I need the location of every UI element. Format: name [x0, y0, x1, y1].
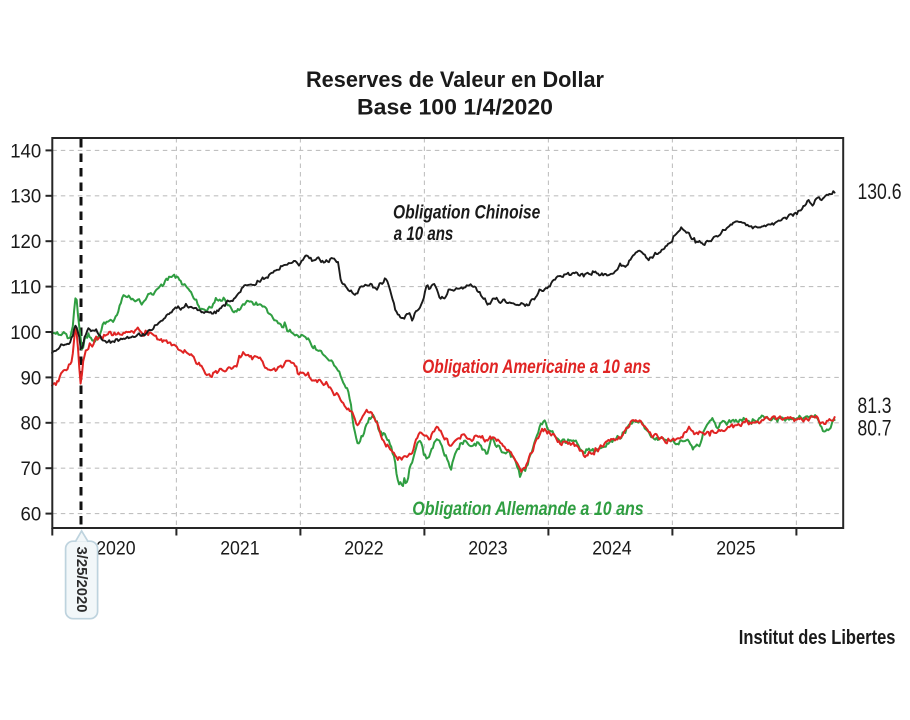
- svg-text:90: 90: [21, 368, 42, 389]
- svg-text:80: 80: [21, 414, 42, 435]
- svg-text:140: 140: [10, 141, 41, 162]
- svg-text:Obligation Americaine a 10 ans: Obligation Americaine a 10 ans: [422, 356, 650, 378]
- svg-text:Obligation Chinoise: Obligation Chinoise: [393, 202, 540, 224]
- svg-text:a 10 ans: a 10 ans: [394, 223, 454, 245]
- svg-text:110: 110: [10, 278, 41, 299]
- svg-text:60: 60: [21, 505, 42, 526]
- svg-text:Obligation Allemande a 10 ans: Obligation Allemande a 10 ans: [412, 498, 643, 520]
- svg-text:130.6: 130.6: [858, 179, 902, 204]
- svg-text:120: 120: [10, 232, 41, 253]
- svg-text:81.3: 81.3: [858, 393, 892, 418]
- svg-text:2022: 2022: [344, 539, 383, 560]
- svg-text:2020: 2020: [96, 539, 135, 560]
- svg-text:3/25/2020: 3/25/2020: [73, 547, 89, 613]
- svg-text:80.7: 80.7: [858, 415, 892, 440]
- svg-text:2025: 2025: [716, 539, 755, 560]
- svg-text:Reserves de Valeur en Dollar: Reserves de Valeur en Dollar: [306, 67, 604, 92]
- svg-text:Institut des Libertes: Institut des Libertes: [739, 627, 896, 649]
- svg-text:100: 100: [10, 323, 41, 344]
- svg-text:2023: 2023: [468, 539, 507, 560]
- svg-text:70: 70: [21, 459, 42, 480]
- svg-text:2021: 2021: [220, 539, 259, 560]
- svg-text:2024: 2024: [592, 539, 632, 560]
- svg-text:130: 130: [10, 187, 41, 208]
- svg-text:Base 100 1/4/2020: Base 100 1/4/2020: [357, 94, 553, 119]
